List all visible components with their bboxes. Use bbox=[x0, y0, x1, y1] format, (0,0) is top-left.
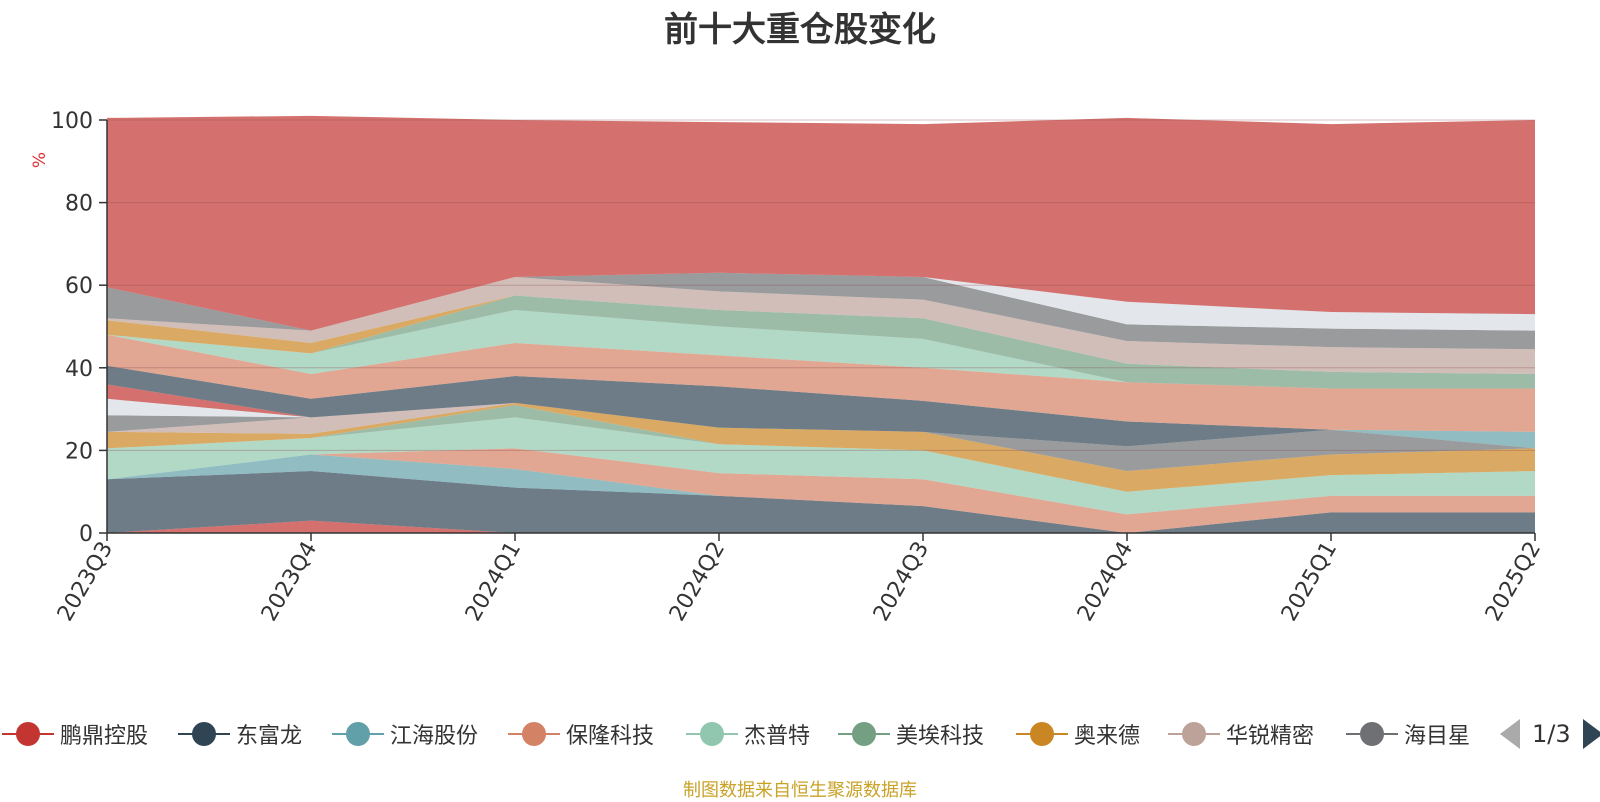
legend-label: 海目星 bbox=[1404, 724, 1471, 749]
legend-marker-icon bbox=[1168, 719, 1220, 749]
legend-marker-icon bbox=[686, 719, 738, 749]
area-series-21 bbox=[107, 115, 1535, 331]
area-series-7 bbox=[107, 402, 1535, 492]
y-tick-label: 100 bbox=[51, 109, 93, 134]
y-tick-label: 80 bbox=[65, 192, 93, 217]
area-series-9 bbox=[107, 402, 1535, 472]
legend-item[interactable]: 奥来德 bbox=[1016, 716, 1140, 752]
legend-item[interactable]: 保隆科技 bbox=[508, 716, 654, 752]
area-series-18 bbox=[107, 276, 1535, 374]
legend-label: 江海股份 bbox=[390, 724, 479, 749]
y-axis-label: % bbox=[30, 152, 50, 168]
area-series-20 bbox=[107, 272, 1535, 331]
legend-pager: 1/3 bbox=[1500, 716, 1600, 752]
x-tick-label: 2024Q2 bbox=[665, 538, 730, 626]
legend-prev-page-icon[interactable] bbox=[1500, 719, 1520, 749]
legend-marker-icon bbox=[508, 719, 560, 749]
y-tick-label: 0 bbox=[79, 522, 93, 547]
area-series-19 bbox=[107, 272, 1535, 350]
legend-label: 鹏鼎控股 bbox=[60, 724, 149, 749]
x-tick-label: 2024Q3 bbox=[869, 538, 934, 626]
legend-item[interactable]: 海目星 bbox=[1346, 716, 1470, 752]
x-tick-label: 2024Q1 bbox=[461, 538, 526, 626]
area-series-4 bbox=[107, 448, 1535, 533]
legend-dot bbox=[16, 722, 40, 746]
legend-dot bbox=[852, 722, 876, 746]
legend-dot bbox=[346, 722, 370, 746]
area-series-14 bbox=[107, 334, 1535, 432]
y-tick-label: 40 bbox=[65, 357, 93, 382]
legend-item[interactable]: 江海股份 bbox=[332, 716, 478, 752]
legend-dot bbox=[1360, 722, 1384, 746]
legend-dot bbox=[700, 722, 724, 746]
area-series-2 bbox=[107, 471, 1535, 533]
legend-marker-icon bbox=[838, 719, 890, 749]
grid-layer bbox=[107, 119, 1535, 451]
legend-label: 保隆科技 bbox=[566, 724, 655, 749]
chart-title: 前十大重仓股变化 bbox=[664, 10, 936, 50]
source-note: 制图数据来自恒生聚源数据库 bbox=[683, 780, 917, 801]
legend-label: 杰普特 bbox=[744, 724, 811, 749]
legend: 鹏鼎控股 东富龙 江海股份 保隆科技 杰普特 美埃科技 奥来德 华锐精密 海目星 bbox=[0, 716, 1600, 752]
legend-label: 美埃科技 bbox=[896, 724, 985, 749]
legend-label: 东富龙 bbox=[236, 724, 303, 749]
area-series-5 bbox=[107, 417, 1535, 515]
legend-marker-icon bbox=[178, 719, 230, 749]
legend-label: 奥来德 bbox=[1074, 724, 1141, 749]
legend-item[interactable]: 杰普特 bbox=[686, 716, 810, 752]
y-tick-label: 60 bbox=[65, 274, 93, 299]
area-series-15 bbox=[107, 309, 1535, 389]
legend-item[interactable]: 华锐精密 bbox=[1168, 716, 1314, 752]
legend-label: 华锐精密 bbox=[1226, 724, 1315, 749]
y-tick-label: 20 bbox=[65, 439, 93, 464]
legend-next-page-icon[interactable] bbox=[1582, 719, 1600, 749]
legend-dot bbox=[192, 722, 216, 746]
legend-dot bbox=[1030, 722, 1054, 746]
legend-item[interactable]: 东富龙 bbox=[178, 716, 302, 752]
legend-dot bbox=[522, 722, 546, 746]
x-tick-label: 2024Q4 bbox=[1073, 538, 1138, 626]
legend-item[interactable]: 鹏鼎控股 bbox=[2, 716, 148, 752]
legend-page-indicator: 1/3 bbox=[1532, 720, 1571, 748]
legend-marker-icon bbox=[332, 719, 384, 749]
area-series-12 bbox=[107, 365, 1535, 449]
area-series-3 bbox=[107, 454, 1535, 533]
legend-marker-icon bbox=[1346, 719, 1398, 749]
legend-item[interactable]: 美埃科技 bbox=[838, 716, 984, 752]
legend-dot bbox=[1182, 722, 1206, 746]
legend-marker-icon bbox=[2, 719, 54, 749]
x-tick-label: 2025Q1 bbox=[1277, 538, 1342, 626]
legend-marker-icon bbox=[1016, 719, 1068, 749]
x-tick-label: 2023Q3 bbox=[53, 538, 118, 626]
x-tick-label: 2025Q2 bbox=[1481, 538, 1546, 626]
x-tick-label: 2023Q4 bbox=[257, 538, 322, 626]
areas-layer bbox=[107, 115, 1535, 533]
area-series-1 bbox=[107, 520, 1535, 533]
area-series-16 bbox=[107, 295, 1535, 389]
